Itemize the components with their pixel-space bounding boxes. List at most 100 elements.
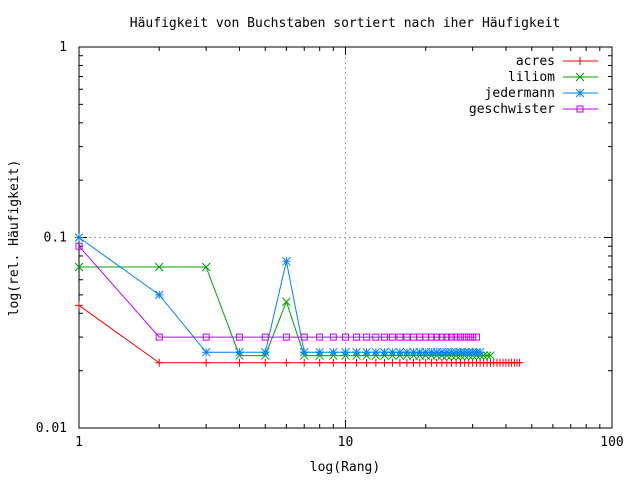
data-point-jedermann	[74, 233, 84, 242]
data-point-jedermann	[427, 347, 436, 357]
y-axis-label: log(rel. Häufigkeit)	[7, 160, 22, 317]
y-tick-label: 0.01	[36, 421, 67, 436]
legend-item-geschwister: geschwister	[469, 102, 598, 117]
data-point-jedermann	[282, 256, 291, 266]
data-point-geschwister	[380, 333, 388, 341]
data-point-acres	[261, 358, 270, 367]
data-point-acres	[515, 358, 524, 367]
data-point-jedermann	[235, 347, 244, 357]
data-point-geschwister	[452, 333, 460, 341]
data-point-geschwister	[372, 333, 380, 341]
data-point-acres	[75, 301, 83, 310]
data-point-geschwister	[155, 333, 163, 341]
series-jedermann	[74, 233, 485, 357]
legend-marker	[575, 88, 585, 98]
legend-item-liliom: liliom	[508, 70, 598, 85]
data-point-jedermann	[154, 290, 164, 300]
x-tick-label: 10	[338, 435, 354, 450]
series-acres	[75, 301, 524, 367]
series-line-jedermann	[78, 237, 481, 353]
x-axis-label: log(Rang)	[310, 460, 380, 475]
data-point-jedermann	[201, 347, 211, 357]
data-point-jedermann	[380, 347, 389, 357]
data-point-jedermann	[432, 347, 442, 357]
series-geschwister	[75, 242, 480, 341]
legend-marker	[575, 72, 585, 82]
data-point-acres	[235, 358, 244, 367]
data-point-geschwister	[316, 333, 324, 341]
data-point-jedermann	[475, 347, 485, 357]
data-point-geschwister	[75, 242, 83, 250]
data-point-acres	[388, 358, 397, 367]
data-point-geschwister	[342, 333, 349, 341]
data-point-liliom	[282, 297, 291, 307]
data-point-geschwister	[300, 333, 308, 341]
data-point-jedermann	[442, 347, 452, 357]
data-point-geschwister	[235, 333, 243, 341]
data-point-geschwister	[461, 333, 469, 341]
data-point-geschwister	[465, 333, 473, 341]
data-point-geschwister	[202, 333, 210, 341]
data-point-acres	[155, 358, 164, 367]
legend-marker	[576, 57, 584, 65]
x-tick-label: 100	[600, 435, 623, 450]
data-point-geschwister	[388, 333, 396, 341]
data-point-liliom	[154, 262, 164, 272]
data-point-geschwister	[261, 333, 269, 341]
data-point-liliom	[201, 262, 211, 272]
series-liliom	[74, 262, 495, 360]
data-point-jedermann	[421, 347, 431, 357]
data-point-acres	[202, 358, 211, 367]
legend-label: jedermann	[485, 86, 555, 101]
x-tick-label: 1	[75, 435, 83, 450]
data-point-geschwister	[448, 333, 456, 341]
data-point-geschwister	[396, 333, 404, 341]
data-point-acres	[352, 358, 361, 367]
data-point-geschwister	[469, 333, 477, 341]
data-point-acres	[315, 358, 324, 367]
data-point-geschwister	[472, 333, 480, 341]
series-line-liliom	[79, 266, 491, 357]
data-point-jedermann	[362, 347, 371, 357]
data-point-acres	[362, 358, 371, 367]
data-point-liliom	[482, 351, 492, 360]
legend-label: geschwister	[469, 102, 555, 117]
data-point-liliom	[486, 351, 495, 360]
legend-item-acres: acres	[516, 54, 598, 69]
legend-item-jedermann: jedermann	[485, 86, 598, 101]
data-point-jedermann	[456, 347, 465, 357]
data-point-acres	[329, 358, 338, 367]
data-point-liliom	[74, 262, 84, 272]
series-line-geschwister	[78, 245, 477, 338]
data-point-jedermann	[460, 347, 470, 357]
data-point-acres	[282, 358, 291, 367]
data-point-jedermann	[402, 347, 412, 357]
data-point-jedermann	[260, 347, 270, 357]
data-point-geschwister	[433, 333, 441, 341]
data-point-acres	[395, 358, 404, 367]
data-point-jedermann	[437, 347, 447, 357]
data-point-geschwister	[329, 333, 337, 341]
data-point-geschwister	[443, 333, 451, 341]
data-point-geschwister	[427, 333, 435, 341]
y-tick-label: 0.1	[44, 231, 67, 246]
data-point-geschwister	[282, 333, 290, 341]
data-point-jedermann	[328, 347, 338, 357]
legend-marker	[576, 105, 584, 113]
data-point-geschwister	[438, 333, 446, 341]
data-point-geschwister	[456, 333, 464, 341]
data-point-geschwister	[363, 333, 371, 341]
data-point-acres	[380, 358, 389, 367]
data-point-jedermann	[388, 347, 397, 357]
data-point-jedermann	[371, 347, 381, 357]
data-point-jedermann	[315, 347, 325, 357]
data-point-jedermann	[451, 347, 461, 357]
chart-title: Häufigkeit von Buchstaben sortiert nach …	[130, 16, 560, 31]
legend-label: acres	[516, 54, 555, 69]
data-point-acres	[300, 358, 309, 367]
data-point-acres	[341, 358, 350, 367]
data-point-geschwister	[403, 333, 411, 341]
y-tick-label: 1	[59, 40, 67, 55]
